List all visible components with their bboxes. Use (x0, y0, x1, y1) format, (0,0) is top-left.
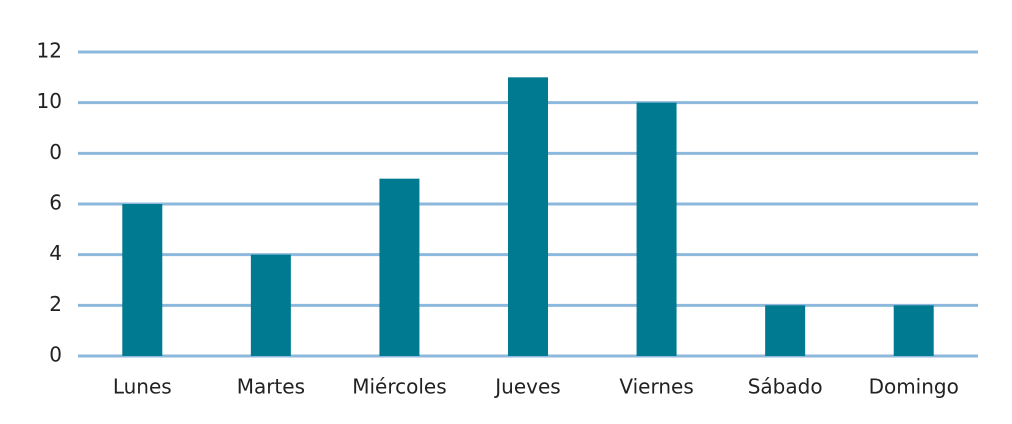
y-tick-label: 0 (49, 343, 62, 367)
x-tick-label: Martes (237, 375, 305, 399)
y-tick-label: 12 (37, 39, 62, 63)
y-tick-label: 4 (49, 241, 62, 265)
bar (379, 178, 420, 356)
y-tick-label: 2 (49, 292, 62, 316)
bar (508, 77, 548, 356)
bar (122, 204, 163, 356)
y-tick-label: 6 (49, 191, 62, 215)
x-tick-label: Jueves (493, 375, 560, 399)
y-tick-label: 0 (49, 140, 62, 164)
bar (636, 102, 677, 357)
y-tick-label: 10 (37, 89, 62, 113)
bar (765, 305, 806, 356)
bar (250, 254, 291, 356)
x-tick-label: Viernes (619, 375, 693, 399)
x-tick-label: Sábado (748, 375, 823, 399)
x-tick-label: Domingo (869, 375, 959, 399)
bar (893, 305, 934, 356)
x-tick-label: Lunes (113, 375, 172, 399)
x-tick-label: Miércoles (352, 375, 446, 399)
